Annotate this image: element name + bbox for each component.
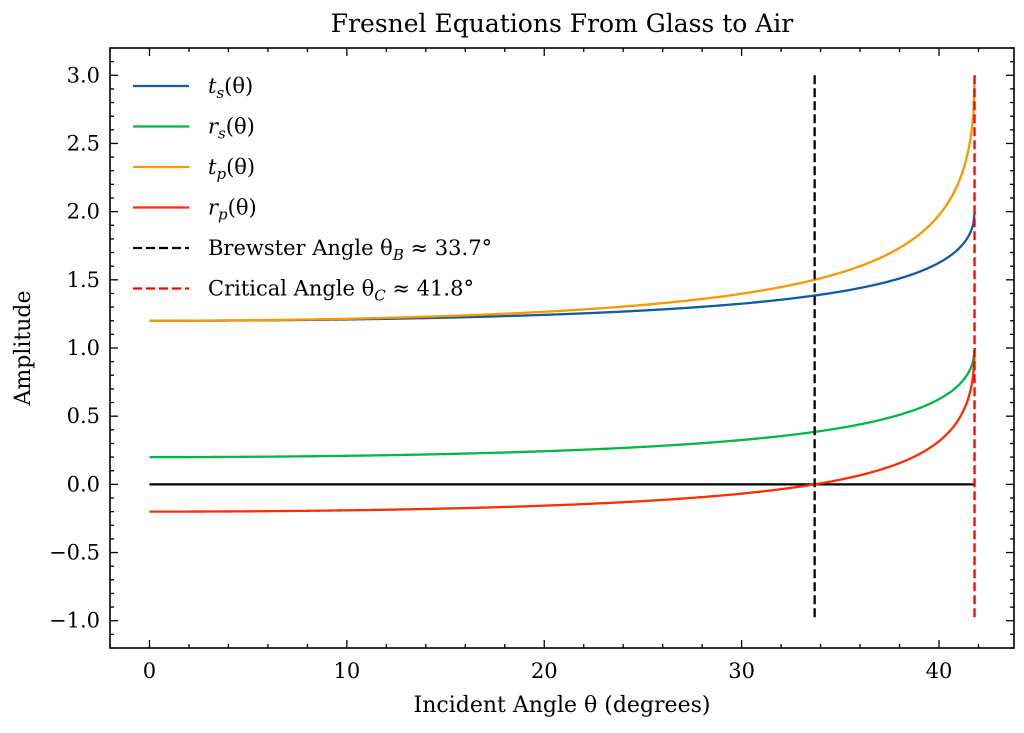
legend-label: ts(θ) bbox=[208, 74, 253, 102]
legend-item: rs(θ) bbox=[133, 115, 255, 143]
x-tick-label: 20 bbox=[531, 659, 558, 683]
y-tick-label: −0.5 bbox=[49, 541, 100, 565]
x-tick-label: 0 bbox=[143, 659, 156, 683]
legend-label: rp(θ) bbox=[208, 196, 257, 224]
y-tick-label: −1.0 bbox=[49, 609, 100, 633]
y-tick-label: 0.0 bbox=[67, 472, 100, 496]
y-tick-label: 1.0 bbox=[67, 336, 100, 360]
legend-item: tp(θ) bbox=[133, 155, 255, 183]
series-line-rs bbox=[149, 347, 976, 459]
y-tick-label: 0.5 bbox=[67, 404, 100, 428]
legend-label: rs(θ) bbox=[208, 115, 255, 143]
series-line-ts bbox=[149, 211, 976, 322]
x-tick-label: 40 bbox=[926, 659, 953, 683]
tick-labels: 0 10 20 30 40 −1.0 −0.5 0.0 0.5 1.0 1.5 2.0 2.5 3.0 bbox=[49, 63, 952, 683]
legend: ts(θ) rs(θ) tp(θ) rp(θ) Brewster Angle θB ≈ … bbox=[133, 74, 492, 305]
y-tick-label: 2.5 bbox=[67, 131, 100, 155]
y-tick-label: 2.0 bbox=[67, 200, 100, 224]
x-axis-label: Incident Angle θ (degrees) bbox=[414, 693, 711, 718]
legend-label: Critical Angle θC ≈ 41.8° bbox=[208, 277, 474, 305]
legend-label: Brewster Angle θB ≈ 33.7° bbox=[208, 236, 492, 264]
y-tick-label: 1.5 bbox=[67, 268, 100, 292]
x-tick-label: 10 bbox=[333, 659, 360, 683]
legend-label: tp(θ) bbox=[208, 155, 255, 183]
x-tick-label: 30 bbox=[728, 659, 755, 683]
plot-area bbox=[149, 75, 976, 621]
legend-item: Critical Angle θC ≈ 41.8° bbox=[133, 277, 474, 305]
series-line-tp bbox=[149, 75, 976, 322]
legend-item: ts(θ) bbox=[133, 74, 253, 102]
y-axis-label: Amplitude bbox=[11, 290, 36, 406]
series-line-rp bbox=[149, 347, 976, 513]
legend-item: rp(θ) bbox=[133, 196, 257, 224]
legend-item: Brewster Angle θB ≈ 33.7° bbox=[133, 236, 492, 264]
axes-frame bbox=[109, 47, 1015, 649]
y-tick-label: 3.0 bbox=[67, 63, 100, 87]
chart-title: Fresnel Equations From Glass to Air bbox=[331, 9, 794, 38]
